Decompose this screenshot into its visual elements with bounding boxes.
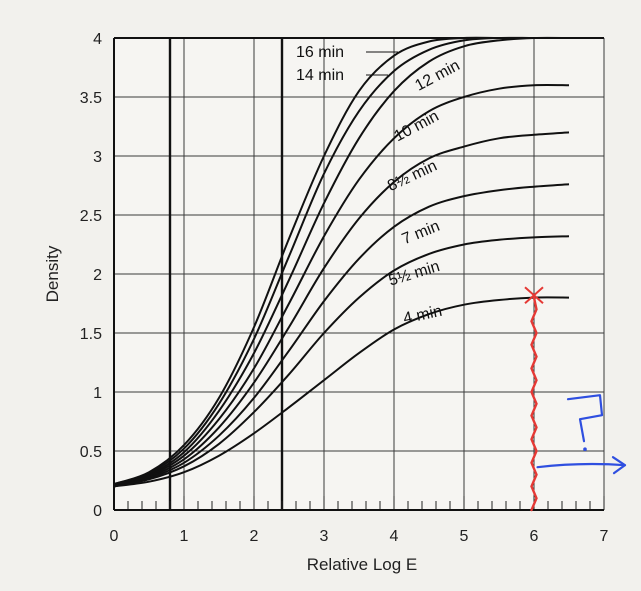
y-tick-label: 1 bbox=[93, 385, 102, 402]
x-tick-label: 5 bbox=[460, 528, 469, 545]
x-tick-label: 4 bbox=[390, 528, 399, 545]
curve-line bbox=[113, 235, 570, 488]
curve-label: 14 min bbox=[296, 67, 344, 84]
y-tick-label: 3.5 bbox=[80, 90, 102, 107]
x-tick-label: 3 bbox=[320, 528, 329, 545]
y-tick-label: 0.5 bbox=[80, 444, 102, 461]
curve-line bbox=[113, 183, 570, 488]
x-tick-label: 1 bbox=[180, 528, 189, 545]
red-vertical-stroke bbox=[530, 296, 538, 512]
curve-label: 16 min bbox=[296, 44, 344, 61]
curve-line bbox=[113, 131, 570, 488]
y-tick-labels: 0 0.5 1 1.5 2 2.5 3 3.5 4 bbox=[80, 31, 102, 520]
question-mark bbox=[566, 394, 604, 443]
y-tick-label: 3 bbox=[93, 149, 102, 166]
x-tick-label: 7 bbox=[600, 528, 609, 545]
y-tick-label: 2.5 bbox=[80, 208, 102, 225]
y-tick-label: 0 bbox=[93, 503, 102, 520]
arrow-head bbox=[611, 456, 627, 475]
x-mark bbox=[524, 286, 544, 304]
x-tick-label: 6 bbox=[530, 528, 539, 545]
question-mark-dot bbox=[583, 447, 587, 452]
y-axis-title: Density bbox=[43, 245, 62, 302]
y-tick-label: 1.5 bbox=[80, 326, 102, 343]
y-tick-label: 2 bbox=[93, 267, 102, 284]
curve-line bbox=[113, 83, 570, 487]
handwritten-annotations bbox=[524, 286, 627, 512]
arrow-shaft bbox=[536, 462, 627, 469]
curve-line bbox=[113, 36, 570, 487]
curve-line bbox=[113, 296, 570, 488]
y-tick-label: 4 bbox=[93, 31, 102, 48]
x-tick-labels: 0 1 2 3 4 5 6 7 bbox=[110, 528, 609, 545]
x-axis-title: Relative Log E bbox=[307, 555, 418, 574]
x-tick-label: 2 bbox=[250, 528, 259, 545]
x-tick-label: 0 bbox=[110, 528, 119, 545]
axis-frame bbox=[113, 37, 604, 511]
